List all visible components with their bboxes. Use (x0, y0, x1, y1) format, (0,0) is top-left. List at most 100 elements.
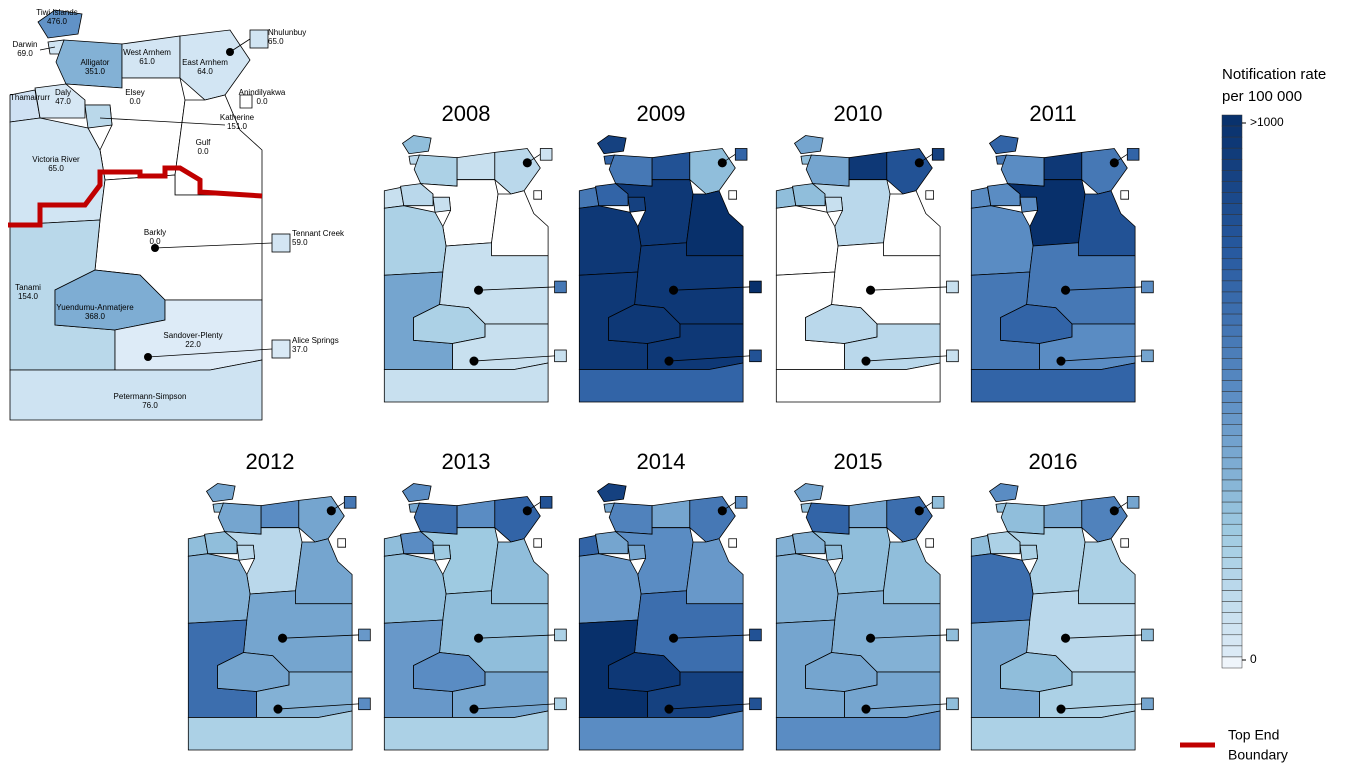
region-value: 59.0 (292, 238, 308, 247)
region (848, 499, 888, 529)
city-square (1126, 496, 1140, 509)
legend-swatch (1221, 634, 1243, 647)
region (824, 544, 844, 561)
leader-line (673, 634, 750, 639)
legend-swatch (1221, 269, 1243, 282)
legend-tick-label: 0 (1250, 652, 1257, 666)
year-map (383, 135, 567, 403)
region (578, 535, 600, 557)
leader-line (478, 286, 555, 291)
city-square (946, 628, 959, 642)
legend-title: per 100 000 (1222, 88, 1302, 105)
region (793, 483, 824, 503)
region-value: 0.0 (149, 237, 161, 246)
city-square (271, 339, 291, 359)
city-square (749, 628, 762, 642)
region (686, 190, 744, 257)
region (925, 190, 934, 200)
legend-swatch (1221, 369, 1243, 381)
city-dot (1061, 633, 1071, 643)
leader-line (277, 703, 359, 710)
year-map (775, 483, 959, 751)
legend-title: Notification rate (1222, 66, 1326, 83)
region (491, 190, 549, 257)
region (174, 94, 263, 196)
region-value: 351.0 (85, 67, 106, 76)
year-title: 2012 (246, 449, 295, 474)
region (456, 499, 496, 529)
city-dot (469, 356, 479, 366)
region (401, 135, 432, 155)
region (578, 553, 642, 624)
region (383, 553, 447, 624)
region-value: 65.0 (268, 37, 284, 46)
legend-tick-label: >1000 (1250, 115, 1284, 129)
legend-swatch (1221, 192, 1243, 204)
region (413, 154, 458, 187)
city-dot (278, 633, 288, 643)
legend-swatch (1221, 424, 1243, 436)
city-square (554, 628, 567, 642)
region (432, 196, 452, 213)
region (401, 483, 432, 503)
region (413, 502, 458, 535)
city-dot (144, 353, 152, 361)
city-dot (151, 244, 159, 252)
region (970, 362, 1136, 403)
region-name: Alice Springs (292, 336, 339, 345)
legend-swatch (1221, 358, 1243, 370)
region (187, 553, 251, 624)
region (793, 135, 824, 155)
region (432, 544, 452, 561)
leader-line (147, 348, 273, 358)
region-name: Tennant Creek (292, 229, 345, 238)
city-dot (1061, 285, 1071, 295)
leader-line (1060, 355, 1142, 362)
legend-swatch (1221, 203, 1243, 215)
region-name: Darwin (13, 40, 38, 49)
legend-swatch (1221, 125, 1243, 138)
region (34, 83, 86, 119)
leader-line (1065, 634, 1142, 639)
legend-swatch (1221, 546, 1243, 558)
region (1078, 190, 1136, 257)
region-value: 0.0 (129, 97, 141, 106)
legend-swatch (1221, 557, 1243, 569)
leader-line (473, 355, 555, 362)
boundary-label: Boundary (1228, 747, 1288, 763)
region (848, 151, 888, 181)
legend-swatch (1221, 446, 1243, 459)
legend-swatch (1221, 535, 1243, 547)
region (775, 205, 839, 276)
region (578, 710, 744, 751)
boundary-label: Top End (1228, 727, 1279, 743)
region (651, 499, 691, 529)
year-map (383, 483, 567, 751)
region (689, 148, 736, 195)
region (883, 538, 941, 605)
region (84, 104, 113, 129)
region-name: Petermann-Simpson (114, 392, 187, 401)
city-dot (861, 704, 871, 714)
city-dot (717, 158, 727, 168)
region (533, 538, 542, 548)
legend-swatch (1221, 568, 1243, 580)
city-dot (1109, 506, 1119, 516)
city-dot (664, 704, 674, 714)
region (596, 135, 627, 155)
region (383, 187, 405, 209)
region-name: Anindilyakwa (239, 88, 286, 97)
region (260, 499, 300, 529)
region (970, 205, 1034, 276)
city-square (946, 697, 959, 711)
city-dot (474, 633, 484, 643)
legend-swatch (1221, 623, 1243, 636)
legend-swatch (1221, 291, 1243, 304)
leader-line (282, 634, 359, 639)
region (775, 553, 839, 624)
year-map (970, 483, 1154, 751)
region (970, 553, 1034, 624)
region (970, 535, 992, 557)
legend-swatch (1221, 114, 1243, 127)
city-square (554, 697, 567, 711)
